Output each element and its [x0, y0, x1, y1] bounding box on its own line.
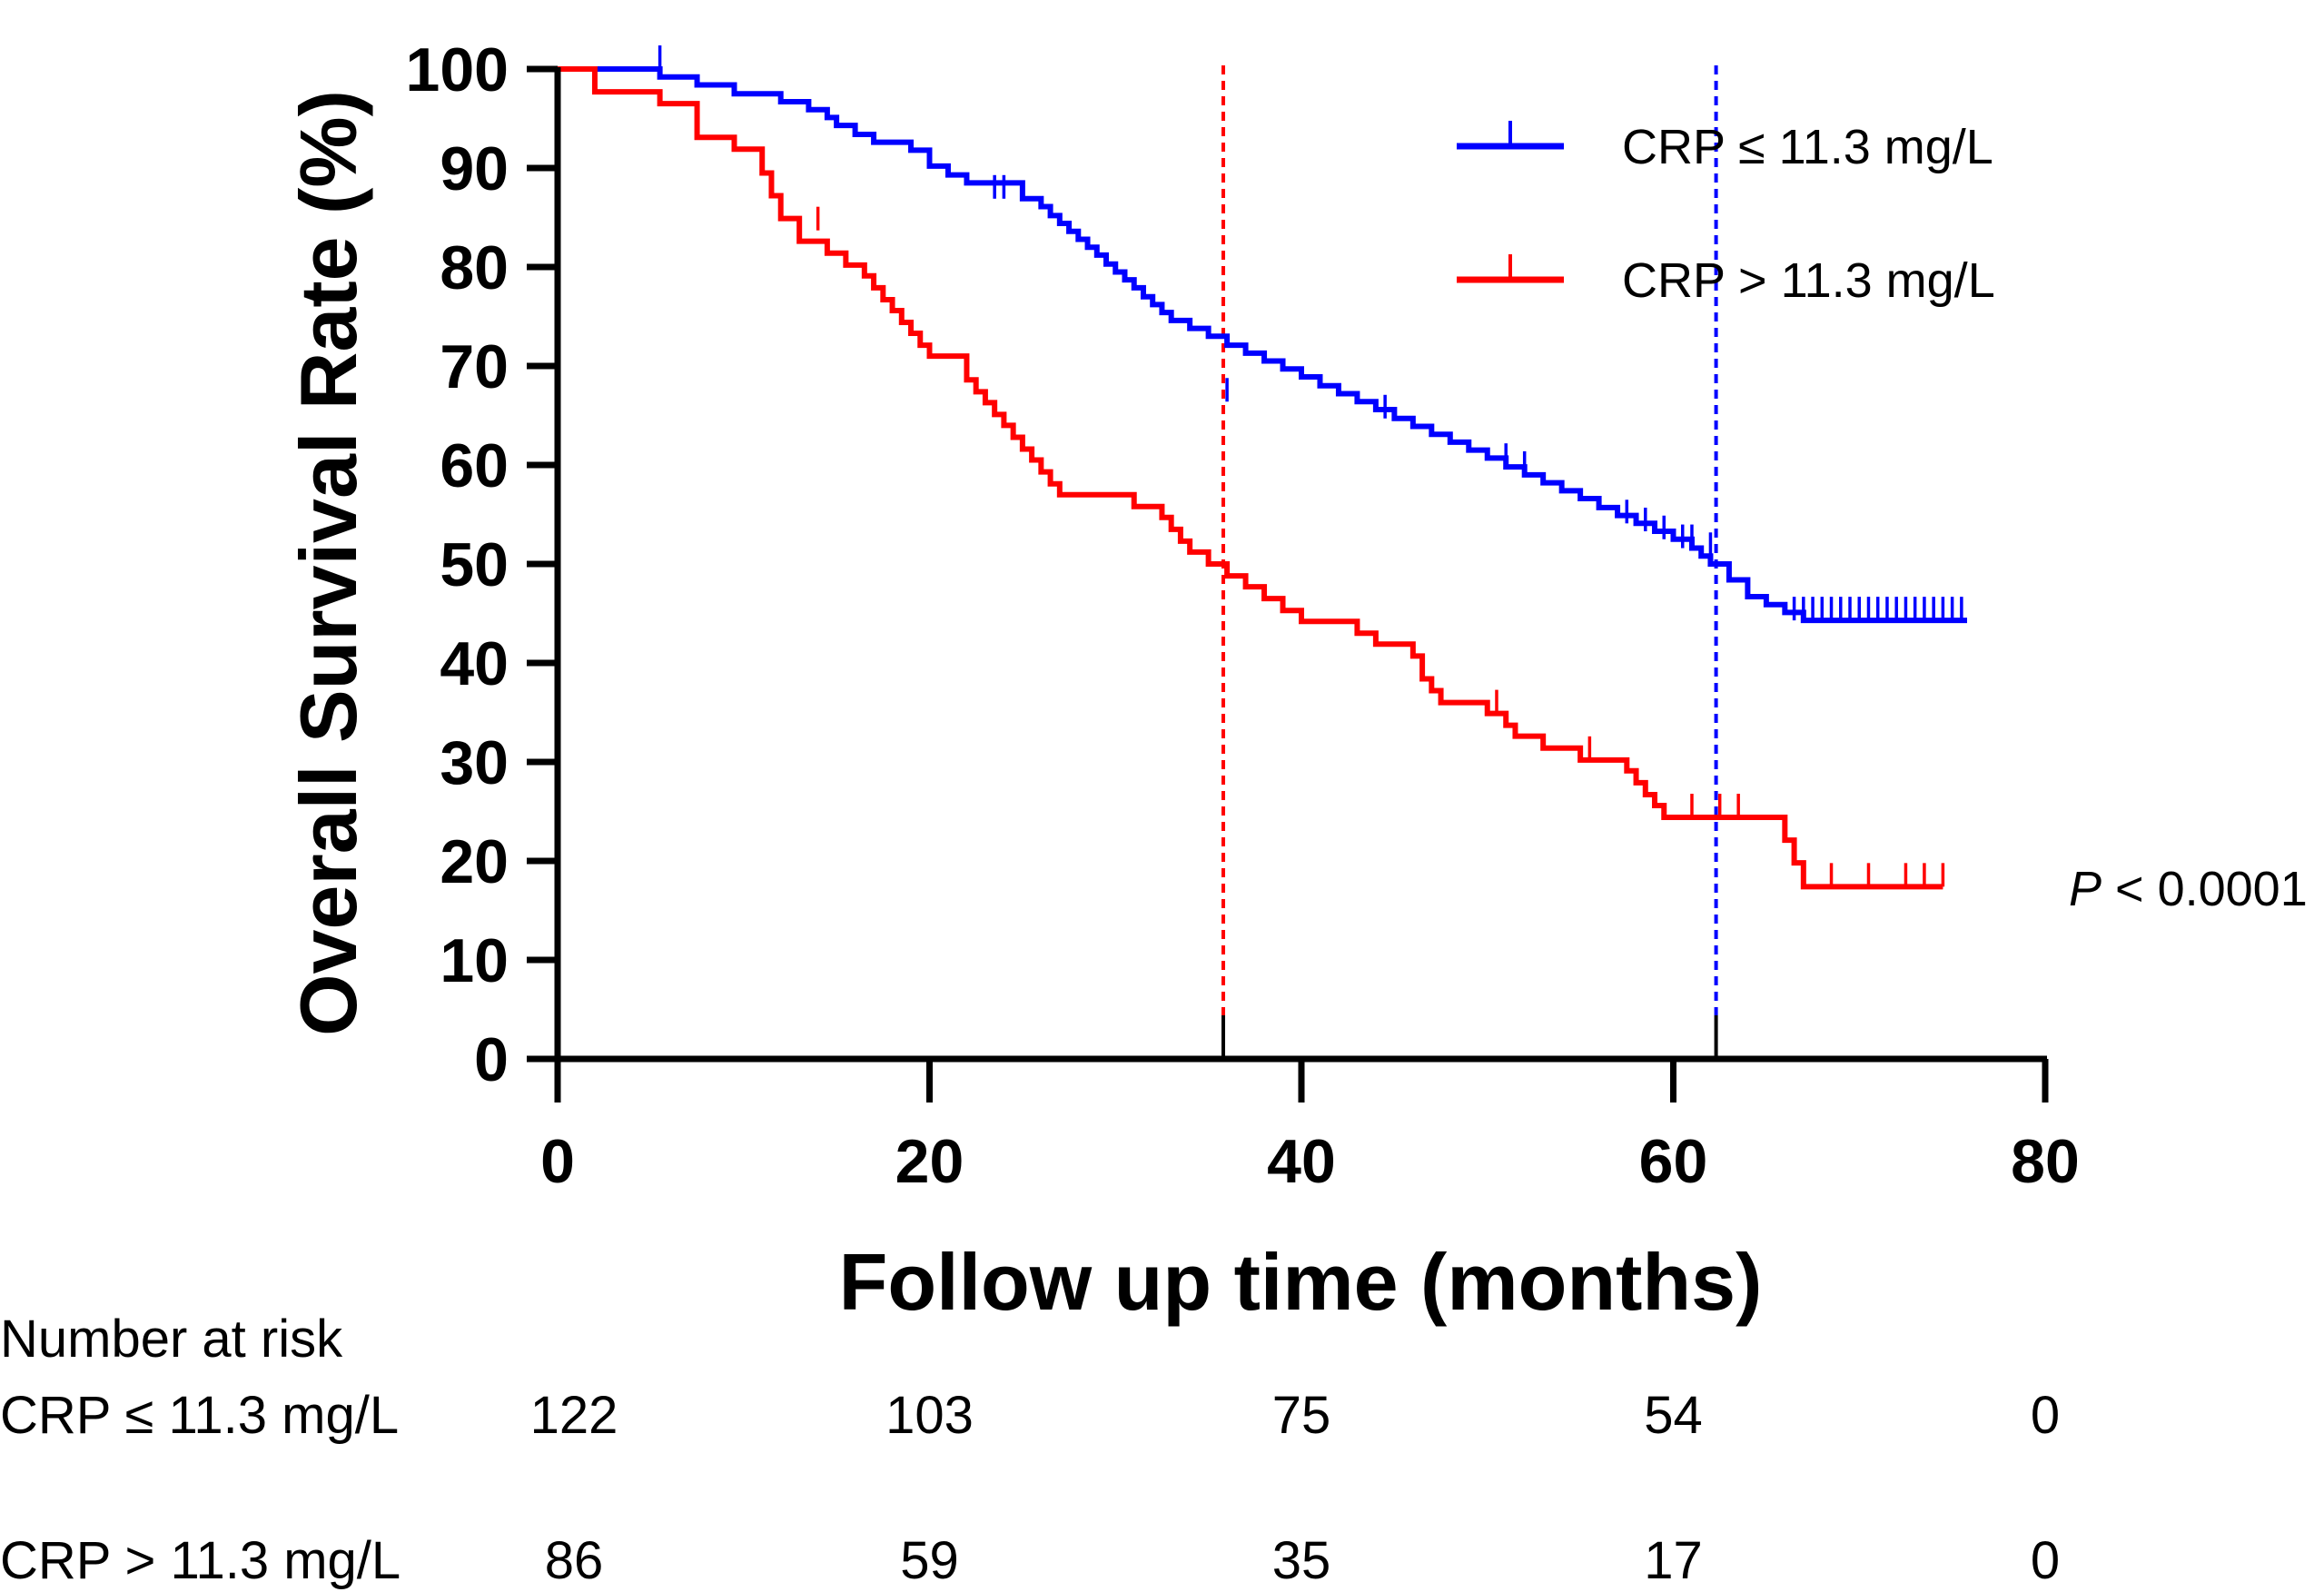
y-tick-label-30: 30: [440, 728, 509, 797]
legend-label-high-crp: CRP > 11.3 mg/L: [1622, 253, 1995, 308]
x-tick-label-80: 80: [2011, 1127, 2080, 1196]
y-tick-label-80: 80: [440, 233, 509, 302]
x-axis-title: Follow up time (months): [839, 1237, 1763, 1327]
x-ticks: 0 20 40 60 80: [540, 1059, 2080, 1196]
risk-value-high-crp-40: 35: [1272, 1531, 1331, 1590]
y-tick-label-0: 0: [474, 1025, 509, 1094]
x-tick-label-60: 60: [1639, 1127, 1708, 1196]
legend-item-high-crp: CRP > 11.3 mg/L: [1457, 253, 1995, 308]
risk-row-label-low-crp: CRP ≤ 11.3 mg/L: [0, 1386, 399, 1445]
risk-value-low-crp-60: 54: [1644, 1386, 1703, 1445]
y-tick-label-100: 100: [406, 35, 509, 104]
legend: CRP ≤ 11.3 mg/L CRP > 11.3 mg/L: [1457, 120, 1995, 308]
survival-curve-low-crp: [558, 66, 1967, 624]
y-axis-title: Overall Survival Rate (%): [283, 90, 373, 1036]
y-tick-label-90: 90: [440, 134, 509, 203]
p-value-symbol: P: [2069, 862, 2101, 916]
risk-value-low-crp-0: 122: [530, 1386, 618, 1445]
legend-item-low-crp: CRP ≤ 11.3 mg/L: [1457, 120, 1993, 174]
survival-curve-high-crp: [558, 66, 1943, 890]
y-tick-label-10: 10: [440, 926, 509, 995]
risk-value-low-crp-40: 75: [1272, 1386, 1331, 1445]
risk-value-high-crp-0: 86: [545, 1531, 604, 1590]
x-tick-label-40: 40: [1267, 1127, 1336, 1196]
censor-marks-low-crp: [658, 45, 1963, 621]
risk-table-title: Number at risk: [0, 1310, 343, 1369]
median-lines: [1221, 65, 1718, 1059]
y-tick-label-50: 50: [440, 530, 509, 599]
risk-table: Number at risk CRP ≤ 11.3 mg/L CRP > 11.…: [0, 1310, 2060, 1590]
y-tick-label-40: 40: [440, 629, 509, 698]
risk-value-low-crp-80: 0: [2031, 1386, 2060, 1445]
risk-value-high-crp-80: 0: [2031, 1531, 2060, 1590]
p-value-annotation: P < 0.0001: [2069, 862, 2308, 916]
y-tick-label-70: 70: [440, 332, 509, 401]
y-ticks: 0 10 20 30 40 50 60 70 80 90 100: [406, 35, 558, 1094]
risk-row-label-high-crp: CRP > 11.3 mg/L: [0, 1531, 401, 1590]
risk-value-high-crp-60: 17: [1644, 1531, 1703, 1590]
risk-value-high-crp-20: 59: [900, 1531, 959, 1590]
series-layer: [558, 45, 1967, 890]
x-tick-label-0: 0: [540, 1127, 575, 1196]
risk-value-low-crp-20: 103: [885, 1386, 974, 1445]
p-value-text: < 0.0001: [2101, 862, 2308, 916]
y-tick-label-60: 60: [440, 431, 509, 500]
legend-label-low-crp: CRP ≤ 11.3 mg/L: [1622, 120, 1993, 174]
risk-values: 122 103 75 54 0 86 59 35 17 0: [530, 1386, 2061, 1590]
x-tick-label-20: 20: [895, 1127, 964, 1196]
censor-marks-high-crp: [816, 206, 1945, 887]
y-tick-label-20: 20: [440, 827, 509, 896]
